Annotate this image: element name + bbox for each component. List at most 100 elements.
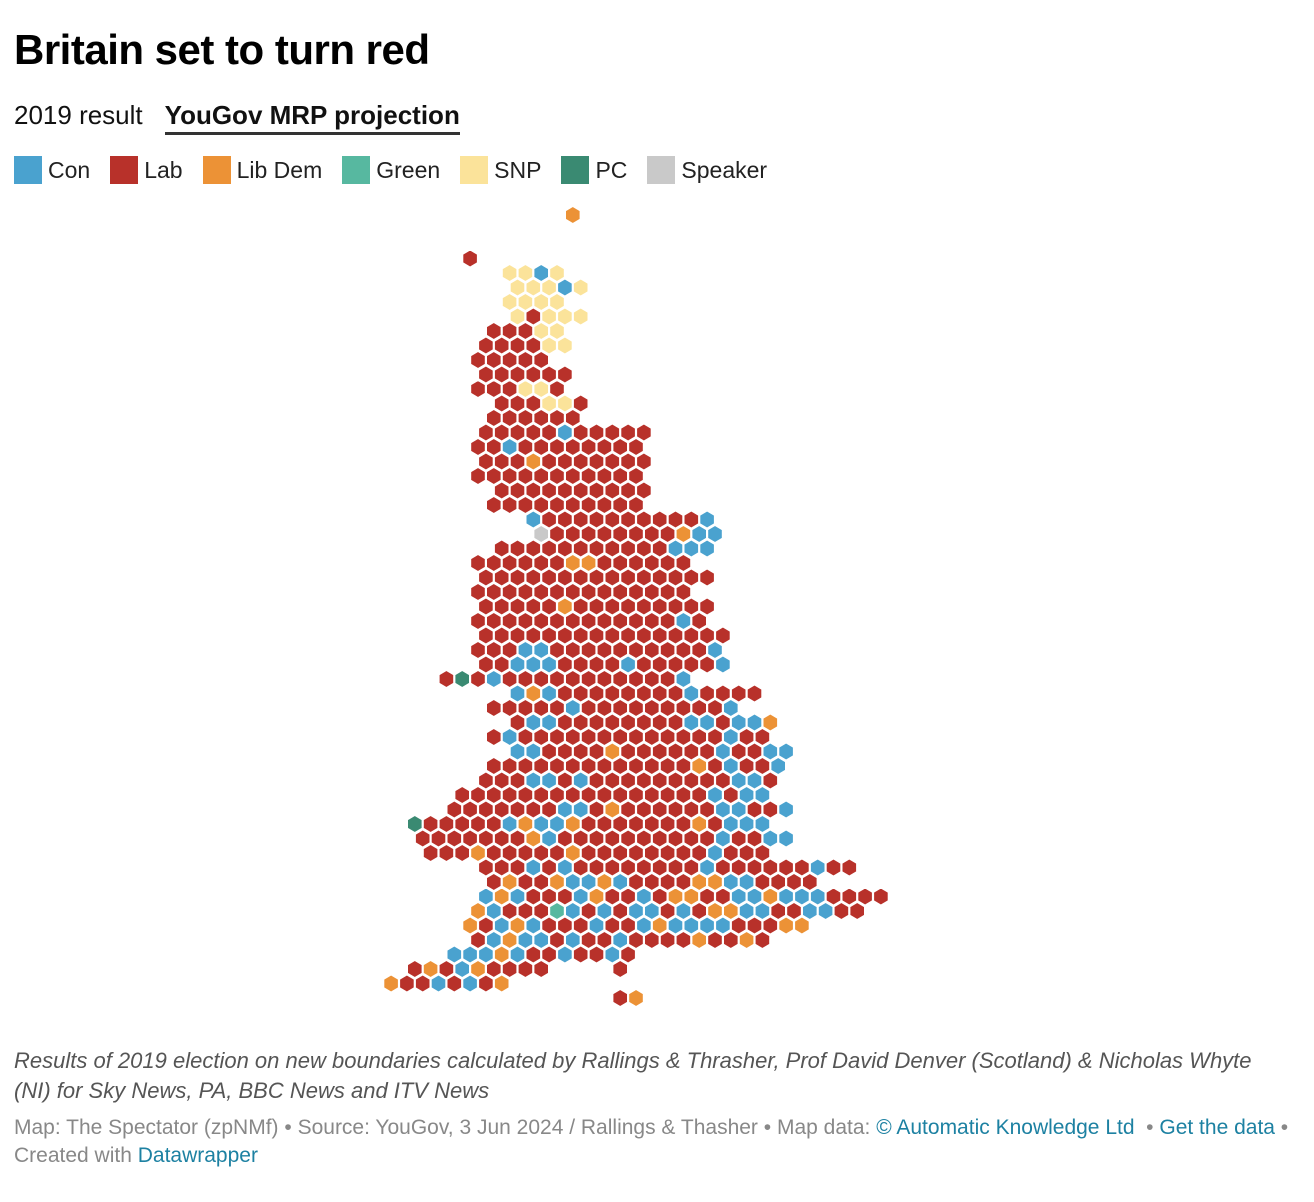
constituency-hex-lab[interactable]	[501, 959, 518, 979]
constituency-hex-lab[interactable]	[556, 539, 573, 558]
constituency-hex-lab[interactable]	[706, 930, 724, 950]
constituency-hex-lab[interactable]	[517, 437, 534, 457]
constituency-hex-lib-dem[interactable]	[509, 916, 526, 935]
constituency-hex-lab[interactable]	[596, 437, 613, 457]
constituency-hex-lab[interactable]	[548, 669, 566, 689]
constituency-hex-lab[interactable]	[422, 814, 439, 834]
constituency-hex-snp[interactable]	[541, 336, 558, 355]
constituency-hex-lab[interactable]	[612, 756, 629, 776]
constituency-hex-lab[interactable]	[501, 321, 518, 341]
constituency-hex-lab[interactable]	[588, 713, 605, 732]
constituency-hex-lab[interactable]	[620, 423, 637, 442]
constituency-hex-con[interactable]	[525, 655, 542, 674]
constituency-hex-lab[interactable]	[556, 626, 573, 645]
constituency-hex-lab[interactable]	[477, 626, 494, 645]
constituency-hex-con[interactable]	[596, 901, 613, 921]
constituency-hex-lib-dem[interactable]	[470, 843, 486, 863]
constituency-hex-lab[interactable]	[675, 843, 692, 863]
constituency-hex-lab[interactable]	[517, 553, 534, 573]
constituency-hex-lab[interactable]	[627, 814, 645, 834]
constituency-hex-lab[interactable]	[675, 785, 692, 805]
constituency-hex-lab[interactable]	[572, 568, 589, 587]
constituency-hex-lab[interactable]	[517, 611, 534, 631]
constituency-hex-con[interactable]	[817, 901, 834, 921]
constituency-hex-lab[interactable]	[746, 800, 763, 819]
constituency-hex-lib-dem[interactable]	[793, 916, 810, 935]
constituency-hex-lab[interactable]	[596, 495, 613, 515]
constituency-hex-lib-dem[interactable]	[493, 945, 510, 964]
constituency-hex-lab[interactable]	[651, 626, 668, 645]
constituency-hex-lab[interactable]	[612, 495, 629, 515]
constituency-hex-lab[interactable]	[588, 568, 605, 587]
constituency-hex-lab[interactable]	[612, 843, 629, 863]
constituency-hex-lib-dem[interactable]	[470, 901, 486, 921]
constituency-hex-con[interactable]	[588, 916, 605, 935]
constituency-hex-lab[interactable]	[596, 524, 613, 544]
constituency-hex-lab[interactable]	[691, 640, 708, 660]
constituency-hex-lab[interactable]	[691, 901, 708, 921]
constituency-hex-lab[interactable]	[643, 814, 660, 834]
constituency-hex-lab[interactable]	[596, 640, 613, 660]
constituency-hex-con[interactable]	[667, 539, 684, 558]
constituency-hex-lab[interactable]	[706, 727, 724, 747]
constituency-hex-lab[interactable]	[596, 843, 613, 863]
constituency-hex-lab[interactable]	[730, 858, 747, 877]
constituency-hex-lab[interactable]	[730, 916, 747, 935]
constituency-hex-lab[interactable]	[517, 843, 534, 863]
constituency-hex-snp[interactable]	[509, 307, 526, 326]
constituency-hex-lib-dem[interactable]	[691, 930, 708, 950]
constituency-hex-lab[interactable]	[485, 437, 502, 457]
constituency-hex-con[interactable]	[691, 524, 708, 544]
constituency-hex-con[interactable]	[533, 930, 550, 950]
constituency-hex-lab[interactable]	[556, 771, 573, 790]
constituency-hex-snp[interactable]	[501, 292, 518, 312]
constituency-hex-lab[interactable]	[501, 553, 518, 573]
constituency-hex-lab[interactable]	[746, 829, 763, 848]
constituency-hex-lab[interactable]	[548, 698, 566, 718]
constituency-hex-lab[interactable]	[556, 713, 573, 732]
constituency-hex-lab[interactable]	[414, 829, 431, 848]
constituency-hex-lab[interactable]	[533, 843, 550, 863]
constituency-hex-lab[interactable]	[470, 930, 486, 950]
constituency-hex-con[interactable]	[699, 510, 716, 529]
constituency-hex-lab[interactable]	[533, 959, 550, 979]
constituency-hex-lab[interactable]	[533, 408, 550, 428]
constituency-hex-lab[interactable]	[564, 611, 581, 631]
constituency-hex-lib-dem[interactable]	[501, 872, 518, 892]
constituency-hex-con[interactable]	[612, 930, 629, 950]
constituency-hex-con[interactable]	[541, 655, 558, 674]
constituency-hex-lab[interactable]	[730, 829, 747, 848]
constituency-hex-lab[interactable]	[620, 539, 637, 558]
constituency-hex-lab[interactable]	[762, 800, 779, 819]
constituency-hex-lab[interactable]	[485, 843, 502, 863]
constituency-hex-lab[interactable]	[714, 626, 731, 645]
constituency-hex-lab[interactable]	[612, 785, 629, 805]
constituency-hex-lab[interactable]	[541, 568, 558, 587]
constituency-hex-lab[interactable]	[667, 568, 684, 587]
constituency-hex-lab[interactable]	[722, 930, 739, 950]
constituency-hex-lab[interactable]	[541, 539, 558, 558]
constituency-hex-lab[interactable]	[659, 640, 676, 660]
constituency-hex-con[interactable]	[580, 872, 597, 892]
constituency-hex-lab[interactable]	[659, 553, 676, 573]
constituency-hex-lib-dem[interactable]	[738, 930, 755, 950]
constituency-hex-con[interactable]	[778, 887, 795, 906]
constituency-hex-lib-dem[interactable]	[556, 597, 573, 616]
constituency-hex-lab[interactable]	[683, 800, 700, 819]
constituency-hex-con[interactable]	[675, 901, 692, 921]
constituency-hex-lab[interactable]	[699, 568, 716, 587]
constituency-hex-lab[interactable]	[541, 742, 558, 761]
constituency-hex-con[interactable]	[541, 713, 558, 732]
constituency-hex-lab[interactable]	[604, 481, 621, 500]
constituency-hex-lab[interactable]	[627, 785, 645, 805]
constituency-hex-lab[interactable]	[683, 626, 700, 645]
constituency-hex-lab[interactable]	[517, 872, 534, 892]
constituency-hex-lab[interactable]	[627, 611, 645, 631]
constituency-hex-con[interactable]	[801, 901, 818, 921]
constituency-hex-lab[interactable]	[691, 727, 708, 747]
constituency-hex-lab[interactable]	[580, 524, 597, 544]
constituency-hex-lab[interactable]	[572, 539, 589, 558]
constituency-hex-con[interactable]	[541, 684, 558, 703]
constituency-hex-lab[interactable]	[501, 785, 518, 805]
constituency-hex-lib-dem[interactable]	[493, 974, 510, 993]
